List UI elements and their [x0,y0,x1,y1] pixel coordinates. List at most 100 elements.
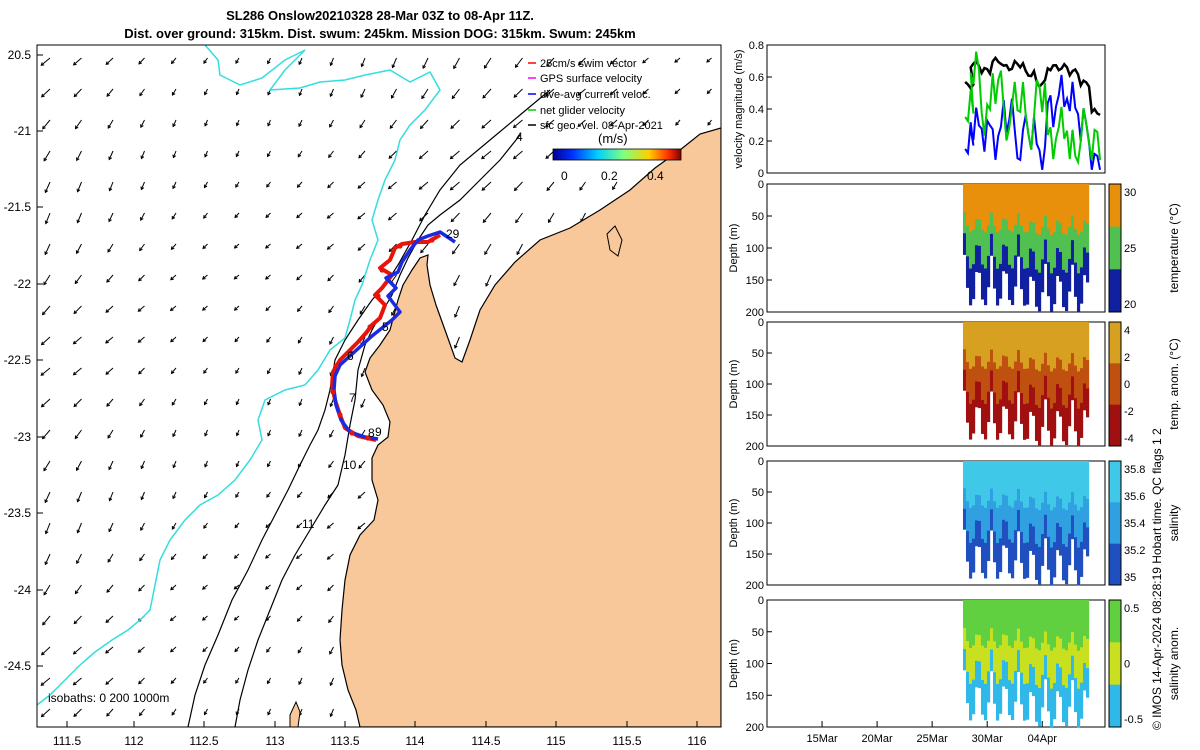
heatmap-cell [1028,645,1033,656]
velocity-arrowhead [203,401,208,406]
heatmap-cell [1004,504,1009,514]
heatmap-cell [1073,409,1078,421]
heatmap-cell [998,229,1003,242]
heatmap-cell [1082,680,1087,691]
velocity-arrow [612,181,618,190]
heatmap-cell [1031,479,1036,490]
heatmap-cell [1085,629,1090,640]
heatmap-cell [965,277,970,288]
heatmap-cell [983,496,988,509]
heatmap-cell [1067,194,1072,206]
heatmap-cell [983,220,988,233]
heatmap-cell [1046,273,1051,286]
heatmap-cell [962,212,967,220]
heatmap-cell [1016,205,1021,214]
heatmap-cell [1079,495,1084,508]
velocity-arrowhead [267,401,271,406]
velocity-arrowhead [545,93,549,97]
heatmap-cell [1067,554,1072,566]
heatmap-cell [992,342,997,353]
velocity-arrow [139,88,145,96]
heatmap-cell [986,322,991,333]
heatmap-cell [1064,612,1069,626]
heatmap-cell [980,691,985,704]
heatmap-cell [980,550,985,562]
heatmap-cell [1025,519,1030,532]
heatmap-cell [1010,635,1015,649]
velocity-arrow [579,181,586,191]
heatmap-cell [1022,345,1027,358]
heatmap-cell [998,252,1003,265]
heatmap-cell [1049,222,1054,236]
heatmap-cell [989,509,994,517]
time-tick-label: 15Mar [806,733,838,745]
heatmap-cell [1040,384,1045,396]
heatmap-cell [1025,208,1030,221]
heatmap-cell [1058,193,1063,204]
velocity-arrow [234,305,240,311]
velocity-arrowhead [267,91,271,96]
heatmap-cell [986,630,991,642]
heatmap-cell [1085,350,1090,361]
heatmap-cell [995,256,1000,270]
heatmap-cell [1004,653,1009,663]
heatmap-cell [980,218,985,231]
velocity-arrow [674,88,681,94]
heatmap-cell [1022,519,1027,532]
heatmap-cell [989,328,994,337]
velocity-arrow [513,119,523,128]
heatmap-cell [1040,405,1045,417]
velocity-arrowhead [203,370,207,374]
heatmap-cell [1037,522,1042,536]
heatmap-cell [1049,209,1054,223]
velocity-arrow [41,398,51,408]
heatmap-cell [1025,565,1030,578]
heatmap-cell [1064,420,1069,433]
velocity-arrow [265,212,271,218]
heatmap-cell [1061,624,1066,638]
velocity-arrow [171,398,177,406]
heatmap-cell [965,382,970,393]
heatmap-cell [1079,255,1084,268]
heatmap-cell [1058,600,1063,611]
heatmap-cell [1052,461,1057,474]
heatmap-cell [1082,392,1087,402]
heatmap-cell [1016,363,1021,372]
heatmap-cell [1028,366,1033,377]
heatmap-cell [1031,387,1036,398]
heatmap-cell [1019,342,1024,353]
heatmap-cell [1037,688,1042,702]
heatmap-cell [968,208,973,221]
heatmap-cell [1067,674,1072,686]
heatmap-cell [983,208,988,221]
velocity-arrow [43,150,51,162]
velocity-arrowhead [74,125,79,130]
heatmap-cell [1010,292,1015,306]
heatmap-cell [980,505,985,518]
velocity-arrow [138,336,145,343]
heatmap-cell [1085,388,1090,399]
heatmap-cell [986,691,991,703]
heatmap-cell [992,402,997,414]
heatmap-cell [995,660,1000,673]
heatmap-cell [1028,239,1033,250]
heatmap-cell [1076,235,1081,249]
heatmap-cell [992,461,997,472]
heatmap-cell [1058,261,1063,272]
velocity-arrow [73,708,82,717]
heatmap-cell [1052,356,1057,369]
colorbar-tick-label: 35.4 [1124,518,1145,530]
heatmap-cell [1025,380,1030,393]
heatmap-cell [962,184,967,192]
heatmap-cell [1013,480,1018,492]
lat-tick-label: -21 [14,124,32,138]
heatmap-cell [989,205,994,214]
heatmap-cell [1079,507,1084,520]
velocity-arrow [203,367,208,374]
heatmap-cell [1046,558,1051,570]
heatmap-cell [1037,612,1042,626]
heatmap-cell [1001,218,1006,228]
heatmap-cell [989,184,994,192]
heatmap-cell [968,333,973,346]
heatmap-cell [1082,202,1087,212]
